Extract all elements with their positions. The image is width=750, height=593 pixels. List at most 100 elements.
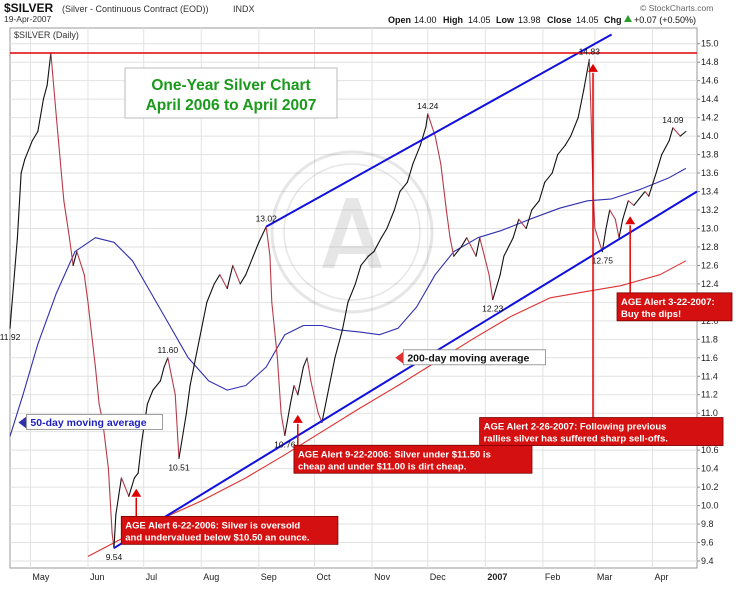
- price-segment: [668, 127, 674, 142]
- price-segment: [239, 274, 247, 285]
- alert-text: AGE Alert 9-22-2006: Silver under $11.50…: [298, 449, 491, 460]
- price-data-label: 13.02: [256, 214, 278, 224]
- price-segment: [393, 190, 401, 211]
- price-data-label: 10.51: [168, 462, 190, 472]
- price-segment: [386, 209, 395, 230]
- price-segment: [618, 218, 624, 239]
- price-segment: [627, 200, 635, 206]
- price-segment: [37, 98, 44, 133]
- price-segment: [302, 357, 308, 368]
- y-tick-label: 11.8: [701, 334, 718, 344]
- price-segment: [380, 227, 388, 239]
- price-data-label: 14.09: [662, 115, 684, 125]
- date-label: 19-Apr-2007: [4, 14, 52, 24]
- price-segment: [551, 154, 559, 174]
- open-value: 14.00: [414, 15, 437, 25]
- price-segment: [219, 274, 228, 290]
- close-label: Close: [547, 15, 572, 25]
- high-value: 14.05: [468, 15, 491, 25]
- price-segment: [570, 117, 579, 137]
- ma-label-text: 50-day moving average: [30, 417, 146, 429]
- alert-text: AGE Alert 6-22-2006: Silver is oversold: [125, 520, 300, 531]
- price-segment: [577, 89, 585, 119]
- price-segment: [360, 255, 369, 266]
- y-tick-label: 11.6: [701, 353, 718, 363]
- price-segment: [9, 237, 18, 329]
- price-segment: [189, 366, 195, 387]
- price-segment: [271, 301, 278, 359]
- ma-labels: 50-day moving average 200-day moving aver…: [18, 349, 546, 430]
- alert-box: [120, 515, 339, 545]
- price-segment: [306, 357, 312, 382]
- price-segment: [614, 218, 620, 239]
- price-segment: [672, 127, 681, 137]
- price-data-label: 11.92: [0, 332, 21, 342]
- price-segment: [55, 117, 61, 160]
- y-tick-label: 14.6: [701, 76, 719, 86]
- price-segment: [373, 237, 382, 253]
- up-arrow-icon: [292, 414, 303, 423]
- chart-title: One-Year Silver Chart: [151, 77, 310, 94]
- price-data-label: 9.54: [106, 552, 123, 562]
- alert-2: AGE Alert 9-22-2006: Silver under $11.50…: [292, 414, 533, 474]
- price-data-label: 14.24: [417, 101, 439, 111]
- alert-1: AGE Alert 6-22-2006: Silver is oversolda…: [120, 488, 339, 545]
- panel-label: $SILVER (Daily): [14, 30, 79, 40]
- alert-box: [479, 417, 724, 446]
- price-segment: [406, 163, 414, 183]
- alert-box: [616, 292, 733, 322]
- chart-title-box: One-Year Silver Chart April 2006 to Apri…: [124, 67, 338, 119]
- y-tick-label: 11.4: [701, 371, 718, 381]
- price-segment: [644, 190, 650, 197]
- price-segment: [20, 158, 26, 174]
- price-segment: [479, 237, 490, 276]
- price-segment: [200, 301, 208, 331]
- x-tick-label: Oct: [317, 572, 332, 582]
- price-series: [9, 52, 687, 549]
- ma200-label: 200-day moving average: [395, 349, 546, 366]
- price-segment: [334, 329, 343, 359]
- y-tick-label: 10.2: [701, 482, 719, 492]
- age-seal-watermark: [270, 150, 434, 314]
- price-segment: [601, 227, 607, 253]
- price-segment: [503, 237, 514, 257]
- price-segment: [367, 251, 375, 257]
- price-segment: [544, 172, 553, 183]
- ma200-series: [87, 260, 687, 557]
- price-segment: [87, 301, 96, 368]
- price-segment: [163, 357, 169, 368]
- data-labels: 11.92 9.54 11.60 10.51 13.02 10.76 14.24 12.23 1…: [0, 46, 684, 562]
- price-segment: [68, 237, 74, 266]
- price-segment: [193, 329, 202, 368]
- ohlc-readout: Open 14.00 High 14.05 Low 13.98 Close 14…: [388, 15, 696, 25]
- x-tick-label: May: [32, 572, 50, 582]
- price-segment: [594, 227, 603, 253]
- y-tick-label: 14.4: [701, 94, 719, 104]
- price-segment: [128, 477, 135, 497]
- price-segment: [276, 357, 282, 414]
- y-tick-label: 11.2: [701, 390, 718, 400]
- y-tick-label: 14.2: [701, 113, 719, 123]
- price-segment: [605, 209, 611, 230]
- alert-4: AGE Alert 3-22-2007:Buy the dips!: [616, 216, 733, 322]
- price-segment: [113, 514, 117, 549]
- open-label: Open: [388, 15, 411, 25]
- alert-text: cheap and under $11.00 is dirt cheap.: [298, 461, 466, 472]
- price-segment: [63, 200, 70, 239]
- ma50-series: [9, 167, 687, 437]
- x-tick-label: Feb: [545, 572, 561, 582]
- price-segment: [31, 130, 39, 142]
- x-tick-label: 2007: [487, 572, 507, 582]
- price-segment: [76, 251, 85, 276]
- price-segment: [83, 274, 89, 303]
- alert-text: AGE Alert 2-26-2007: Following previous: [484, 422, 667, 433]
- ma-label-box: [402, 349, 546, 366]
- close-value: 14.05: [576, 15, 599, 25]
- y-tick-label: 15.0: [701, 39, 719, 49]
- price-segment: [146, 389, 154, 405]
- title-box-frame: [124, 67, 338, 119]
- price-segment: [518, 218, 527, 230]
- price-segment: [124, 486, 130, 497]
